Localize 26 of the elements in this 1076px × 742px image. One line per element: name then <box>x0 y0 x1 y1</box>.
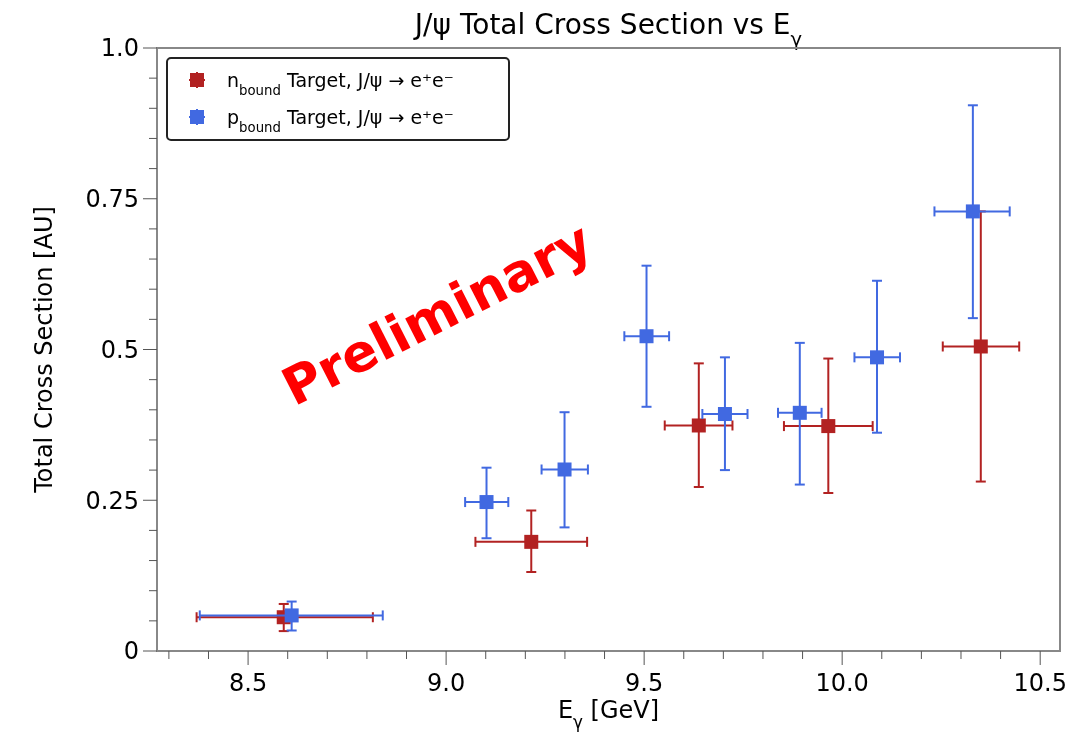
point <box>973 339 988 354</box>
x-tick-label: 8.5 <box>229 669 268 697</box>
point <box>870 350 885 365</box>
x-axis-title: E$_{γ}$ [GeV] <box>557 696 660 732</box>
y-tick-label: 0.25 <box>85 486 139 515</box>
point <box>965 204 980 219</box>
point <box>792 405 807 420</box>
point <box>524 534 539 549</box>
point <box>284 608 299 623</box>
point <box>821 419 836 434</box>
y-tick-label: 0.75 <box>85 185 139 214</box>
y-tick-label: 0 <box>123 637 139 666</box>
point <box>717 407 732 422</box>
point <box>557 462 572 477</box>
point <box>639 329 654 344</box>
y-tick-label: 1.0 <box>100 34 139 63</box>
x-tick-label: 10.5 <box>1013 669 1067 697</box>
x-tick-label: 9.0 <box>427 669 466 697</box>
legend-label: n$_{bound}$ Target, J/ψ → e⁺e⁻ <box>227 69 454 98</box>
x-tick-label: 9.5 <box>625 669 664 697</box>
point <box>691 418 706 433</box>
x-tick-label: 10.0 <box>815 669 869 697</box>
y-axis-title: Total Cross Section [AU] <box>30 206 58 494</box>
point <box>479 495 494 510</box>
y-tick-label: 0.5 <box>100 335 139 364</box>
legend-label: p$_{bound}$ Target, J/ψ → e⁺e⁻ <box>227 106 454 135</box>
